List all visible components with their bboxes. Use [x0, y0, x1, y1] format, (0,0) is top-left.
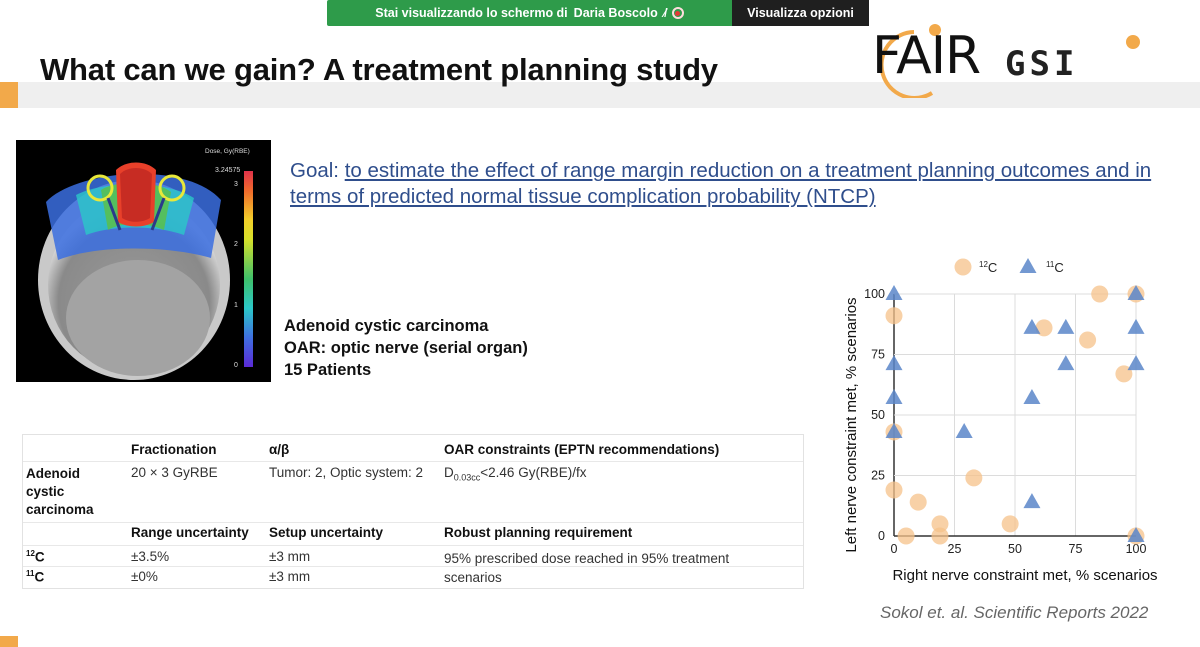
point-c12 [885, 307, 903, 325]
colorbar-max: 3.24575 [215, 167, 241, 174]
point-c11 [1127, 285, 1145, 300]
fair-logo-ring-icon [879, 24, 941, 98]
gsi-logo-dot-icon [1126, 35, 1140, 49]
point-c11 [1057, 318, 1075, 334]
ct-scan-drawing [38, 162, 230, 380]
cell-fractionation: 20 × 3 GyRBE [131, 465, 218, 480]
table-row-c12: 12C ±3.5% ±3 mm 95% prescribed dose reac… [23, 546, 803, 585]
goal-text: Goal: to estimate the effect of range ma… [290, 158, 1190, 210]
col-oar-constraints: OAR constraints (EPTN recommendations) [444, 442, 720, 457]
y-tick-label: 75 [871, 348, 885, 362]
point-c12 [965, 469, 983, 487]
point-c11 [885, 422, 903, 438]
cell-oar-constraint: D0.03cc<2.46 Gy(RBE)/fx [444, 465, 587, 483]
info-disease: Adenoid cystic carcinoma [284, 317, 489, 335]
view-options-button[interactable]: Visualizza opzioni [732, 0, 869, 26]
gsi-logo: GSI [1005, 44, 1079, 84]
point-c11 [1023, 389, 1041, 405]
title-accent [0, 82, 18, 108]
point-c11 [885, 355, 903, 371]
goal-statement: to estimate the effect of range margin r… [290, 159, 1152, 208]
y-tick-label: 0 [878, 529, 885, 543]
cell-range-c12: ±3.5% [131, 549, 170, 564]
fair-logo: FAIR [872, 26, 981, 86]
row-label-adenoid: Adenoid cystic carcinoma [26, 466, 94, 517]
remote-control-icon[interactable]: ⁄̸ [663, 6, 666, 20]
x-tick-label: 0 [891, 542, 898, 556]
row-label-c12: 12C [26, 549, 45, 565]
record-icon [671, 7, 684, 19]
col-range-uncertainty: Range uncertainty [131, 525, 249, 540]
col-robust-requirement: Robust planning requirement [444, 525, 633, 540]
x-axis-label: Right nerve constraint met, % scenarios [892, 567, 1157, 584]
table-row-c11: 11C ±0% ±3 mm [23, 567, 803, 588]
point-c11 [885, 285, 903, 300]
citation: Sokol et. al. Scientific Reports 2022 [880, 603, 1149, 622]
x-tick-label: 50 [1008, 542, 1022, 556]
row-label-c11: 11C [26, 569, 45, 585]
parameters-table: Fractionation α/β OAR constraints (EPTN … [22, 434, 804, 589]
point-c11 [1023, 318, 1041, 334]
y-tick-label: 25 [871, 469, 885, 483]
cell-range-c11: ±0% [131, 569, 158, 584]
screen-share-status: Stai visualizzando lo schermo di Daria B… [327, 0, 732, 26]
point-c12 [931, 515, 949, 533]
info-patients: 15 Patients [284, 361, 372, 379]
table-header-row: Fractionation α/β OAR constraints (EPTN … [23, 435, 803, 462]
cell-setup-c11: ±3 mm [269, 569, 311, 584]
colorbar-tick: 2 [234, 241, 238, 249]
colorbar-label: Dose, Gy(RBE) [205, 148, 250, 155]
legend-marker-c12 [954, 258, 972, 276]
table-row: Adenoid cystic carcinoma 20 × 3 GyRBE Tu… [23, 462, 803, 523]
cell-setup-c12: ±3 mm [269, 549, 311, 564]
colorbar-tick: 3 [234, 180, 238, 188]
point-c11 [1127, 527, 1145, 542]
info-oar: OAR: optic nerve (serial organ) [284, 339, 528, 357]
legend-label-c11: 11C [1046, 260, 1064, 275]
colorbar-tick: 1 [234, 301, 238, 309]
point-c11 [885, 389, 903, 405]
point-c11 [1127, 355, 1145, 371]
x-tick-label: 25 [948, 542, 962, 556]
point-c12 [1001, 515, 1019, 533]
colorbar [244, 171, 253, 367]
ct-dose-image [16, 140, 271, 382]
title-band [0, 82, 1200, 108]
legend-label-c12: 12C [979, 260, 997, 275]
cell-requirement: 95% prescribed dose reached in 95% treat… [444, 551, 730, 585]
x-tick-label: 75 [1069, 542, 1083, 556]
col-fractionation: Fractionation [131, 442, 217, 457]
point-c12 [885, 481, 903, 499]
point-c12 [909, 493, 927, 511]
col-alpha-beta: α/β [269, 442, 290, 457]
goal-prefix: Goal: [290, 159, 345, 182]
point-c11 [1057, 355, 1075, 371]
y-axis-label: Left nerve constraint met, % scenarios [843, 297, 860, 552]
study-info: Adenoid cystic carcinoma OAR: optic nerv… [284, 315, 528, 381]
bottom-accent [0, 636, 18, 647]
legend-marker-c11 [1019, 258, 1037, 273]
x-tick-label: 100 [1126, 542, 1147, 556]
col-setup-uncertainty: Setup uncertainty [269, 525, 384, 540]
cell-alpha-beta: Tumor: 2, Optic system: 2 [269, 465, 424, 480]
point-c12 [1091, 285, 1109, 303]
point-c11 [1023, 493, 1041, 509]
slide-title: What can we gain? A treatment planning s… [40, 52, 718, 87]
point-c11 [1127, 318, 1145, 334]
y-tick-label: 50 [871, 408, 885, 422]
point-c12 [931, 527, 949, 545]
colorbar-tick: 0 [234, 362, 238, 369]
y-tick-label: 100 [864, 287, 885, 301]
point-c12 [1079, 331, 1097, 349]
point-c12 [1035, 319, 1053, 337]
table-header-row-2: Range uncertainty Setup uncertainty Robu… [23, 523, 803, 546]
viewing-label: Stai visualizzando lo schermo di [375, 6, 568, 20]
point-c11 [955, 422, 973, 438]
screen-share-bar: Stai visualizzando lo schermo di Daria B… [327, 0, 869, 26]
scatter-chart: 0 25 50 75 100 0 25 50 75 100 Right nerve constrai… [843, 258, 1158, 584]
presenter-name: Daria Boscolo [573, 6, 658, 20]
point-c12 [897, 527, 915, 545]
